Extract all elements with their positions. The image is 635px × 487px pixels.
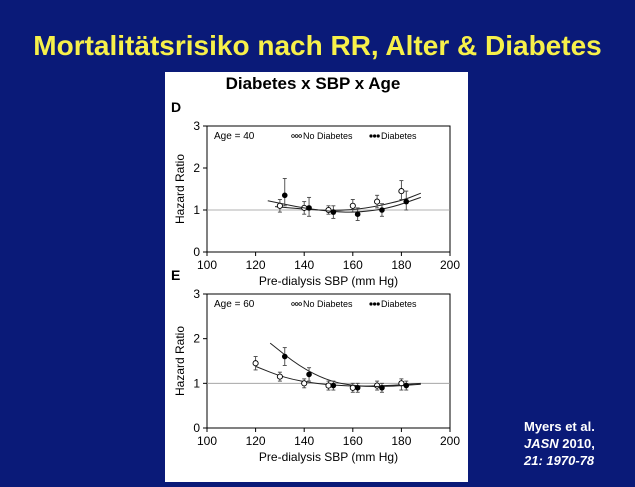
slide-title: Mortalitätsrisiko nach RR, Alter & Diabe…: [33, 30, 602, 61]
x-tick-label: 120: [246, 434, 266, 448]
legend-label-no-diabetes: No Diabetes: [303, 299, 353, 309]
legend-label-diabetes: Diabetes: [381, 131, 417, 141]
citation-year: 2010,: [558, 436, 595, 451]
data-point-no-diabetes: [325, 382, 332, 389]
data-point-diabetes: [403, 198, 410, 205]
legend-marker-no-diabetes: [291, 302, 295, 306]
citation-journal: JASN: [524, 436, 559, 451]
legend-marker-diabetes: [373, 302, 377, 306]
y-tick-label: 2: [193, 332, 200, 346]
data-point-no-diabetes: [374, 198, 381, 205]
data-point-no-diabetes: [325, 206, 332, 214]
legend-marker-diabetes: [369, 302, 373, 306]
legend-marker-no-diabetes: [294, 134, 299, 138]
x-axis-label: Pre-dialysis SBP (mm Hg): [259, 274, 398, 288]
legend-marker-diabetes: [376, 134, 380, 138]
data-point-no-diabetes: [252, 360, 259, 367]
y-tick-label: 3: [193, 287, 200, 301]
data-point-no-diabetes: [398, 188, 405, 195]
x-tick-label: 180: [391, 434, 411, 448]
legend-label-diabetes: Diabetes: [381, 299, 417, 309]
y-tick-label: 2: [193, 161, 200, 175]
y-tick-label: 3: [193, 119, 200, 133]
y-tick-label: 1: [193, 203, 200, 217]
x-tick-label: 140: [294, 434, 314, 448]
data-point-no-diabetes: [349, 384, 356, 391]
x-tick-label: 120: [246, 258, 266, 272]
legend-marker-diabetes: [376, 302, 380, 306]
data-point-diabetes: [330, 382, 337, 389]
panel-label: D: [171, 99, 181, 115]
citation-volume: 21: 1970-78: [524, 453, 595, 468]
data-point-diabetes: [306, 205, 312, 211]
y-tick-label: 1: [193, 376, 200, 390]
data-point-no-diabetes: [374, 382, 381, 389]
data-point-no-diabetes: [276, 373, 283, 380]
fit-curve-diabetes: [269, 342, 421, 387]
age-annotation: Age = 60: [214, 299, 255, 310]
citation-journal-line: JASN 2010,: [524, 435, 595, 452]
x-tick-label: 100: [197, 258, 217, 272]
figure-title: Diabetes x SBP x Age: [226, 74, 401, 93]
plot-frame: [206, 293, 451, 429]
data-point-diabetes: [330, 209, 337, 215]
legend-marker-diabetes: [373, 134, 377, 138]
legend-label-no-diabetes: No Diabetes: [303, 131, 353, 141]
panel-label: E: [171, 267, 180, 283]
legend-marker-no-diabetes: [298, 302, 302, 306]
x-tick-label: 140: [294, 258, 314, 272]
y-axis-label: Hazard Ratio: [173, 154, 187, 224]
citation: Myers et al. JASN 2010, 21: 1970-78: [524, 418, 595, 469]
data-point-diabetes: [306, 371, 312, 378]
x-tick-label: 200: [440, 434, 460, 448]
legend-marker-no-diabetes: [294, 302, 299, 306]
x-axis-label: Pre-dialysis SBP (mm Hg): [259, 450, 398, 464]
x-tick-label: 180: [391, 258, 411, 272]
data-point-no-diabetes: [349, 202, 356, 209]
data-point-diabetes: [354, 211, 361, 217]
x-tick-label: 100: [197, 434, 217, 448]
figure-panel: Diabetes x SBP x Age D 100 120 140 160 180 200…: [165, 72, 468, 482]
y-tick-label: 0: [193, 245, 200, 259]
data-point-no-diabetes: [301, 380, 308, 387]
legend-marker-no-diabetes: [291, 134, 295, 138]
x-tick-label: 160: [343, 258, 363, 272]
age-annotation: Age = 40: [214, 131, 255, 142]
x-tick-label: 160: [343, 434, 363, 448]
y-tick-label: 0: [193, 421, 200, 435]
citation-authors: Myers et al.: [524, 419, 595, 434]
data-point-diabetes: [281, 192, 288, 199]
y-axis-label: Hazard Ratio: [173, 326, 187, 396]
data-point-diabetes: [403, 382, 410, 389]
legend-marker-no-diabetes: [298, 134, 302, 138]
plot-frame: [206, 125, 451, 253]
data-point-diabetes: [379, 385, 385, 391]
panel-e: E 100 120 140 160 180 200 0 1 2 3 Pre-dialysis SBP …: [171, 267, 460, 464]
panel-d: D 100 120 140 160 180 200 0 1 2 3 Pre-dialysis SBP …: [171, 99, 460, 288]
data-point-diabetes: [281, 353, 288, 360]
data-point-diabetes: [379, 207, 385, 213]
legend-marker-diabetes: [369, 134, 373, 138]
fit-curve-no-diabetes: [274, 192, 422, 211]
x-tick-label: 200: [440, 258, 460, 272]
data-point-diabetes: [354, 385, 361, 391]
